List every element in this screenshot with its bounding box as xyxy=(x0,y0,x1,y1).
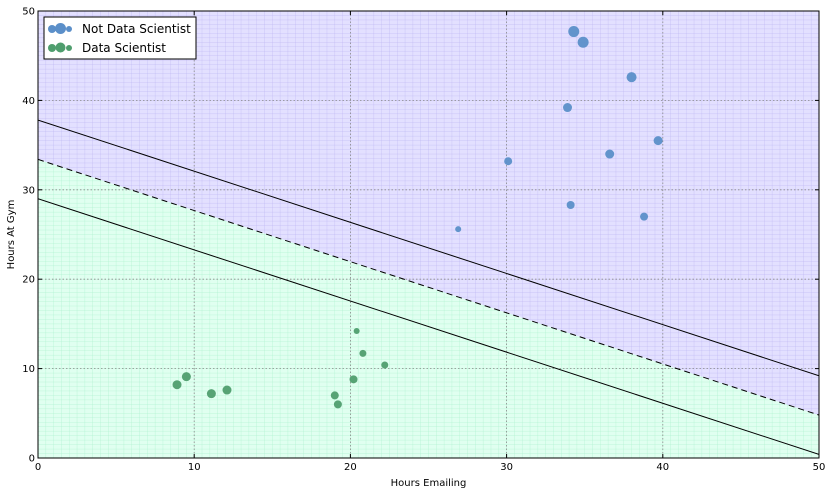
y-tick-label: 20 xyxy=(22,275,35,286)
x-tick-label: 40 xyxy=(656,462,669,473)
x-axis-ticks: 0 10 20 30 40 50 xyxy=(35,11,826,473)
legend-marker-large xyxy=(55,23,66,34)
point-not-data-scientist xyxy=(568,26,580,38)
data-points xyxy=(172,26,663,409)
y-axis-label: Hours At Gym xyxy=(6,200,17,270)
point-not-data-scientist xyxy=(455,226,462,233)
point-data-scientist xyxy=(222,385,232,395)
x-tick-label: 20 xyxy=(344,462,357,473)
legend-marker-small xyxy=(48,44,56,52)
y-tick-label: 30 xyxy=(22,185,35,196)
legend-entry-data-scientist: Data Scientist xyxy=(48,41,166,55)
point-data-scientist xyxy=(333,400,342,409)
x-tick-label: 0 xyxy=(35,462,41,473)
point-not-data-scientist xyxy=(653,136,663,146)
point-not-data-scientist xyxy=(563,103,573,113)
fine-grid xyxy=(38,11,819,458)
y-tick-label: 40 xyxy=(22,96,35,107)
legend-entry-not-data-scientist: Not Data Scientist xyxy=(48,22,191,36)
point-data-scientist xyxy=(181,372,191,382)
x-tick-label: 30 xyxy=(500,462,513,473)
legend-marker-large xyxy=(55,42,66,53)
x-tick-label: 10 xyxy=(188,462,201,473)
legend-marker-small xyxy=(48,25,56,33)
y-axis-ticks: 0 10 20 30 40 50 xyxy=(22,7,819,465)
y-tick-label: 0 xyxy=(29,454,35,465)
legend: Not Data Scientist Data Scientist xyxy=(43,16,197,60)
margin-line xyxy=(38,198,819,455)
point-not-data-scientist xyxy=(626,72,637,83)
margin-line xyxy=(38,119,819,377)
point-data-scientist xyxy=(172,380,182,390)
major-grid xyxy=(38,11,819,458)
point-data-scientist xyxy=(353,328,360,335)
point-data-scientist xyxy=(359,349,367,357)
point-data-scientist xyxy=(349,375,358,384)
point-data-scientist xyxy=(381,361,389,369)
point-not-data-scientist xyxy=(566,200,575,209)
legend-label-not-data-scientist: Not Data Scientist xyxy=(82,22,191,36)
x-tick-label: 50 xyxy=(813,462,826,473)
x-axis-label: Hours Emailing xyxy=(391,478,467,489)
legend-marker-tiny xyxy=(66,45,72,51)
legend-label-data-scientist: Data Scientist xyxy=(82,41,166,55)
boundary-lines xyxy=(38,119,819,455)
point-not-data-scientist xyxy=(577,36,589,48)
y-tick-label: 50 xyxy=(22,7,35,18)
legend-frame xyxy=(43,16,197,60)
point-data-scientist xyxy=(206,389,216,399)
decision-boundary-line xyxy=(38,158,819,416)
point-data-scientist xyxy=(330,391,339,400)
point-not-data-scientist xyxy=(640,212,649,221)
point-not-data-scientist xyxy=(504,157,513,166)
y-tick-label: 10 xyxy=(22,364,35,375)
plot-frame xyxy=(37,10,820,459)
point-not-data-scientist xyxy=(605,149,615,159)
legend-marker-tiny xyxy=(66,26,72,32)
